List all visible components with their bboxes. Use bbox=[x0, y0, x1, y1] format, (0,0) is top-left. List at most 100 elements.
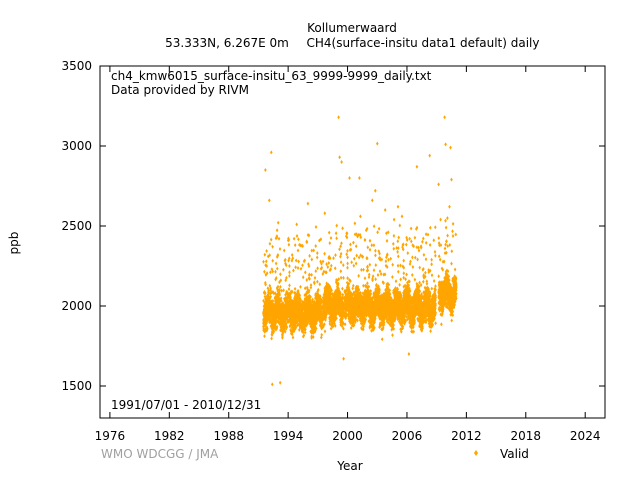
data-point bbox=[271, 309, 274, 314]
data-point bbox=[293, 243, 297, 248]
data-point bbox=[363, 276, 367, 281]
data-point bbox=[277, 236, 281, 241]
data-point bbox=[264, 280, 267, 285]
data-point bbox=[301, 329, 304, 334]
data-point bbox=[392, 233, 396, 238]
data-point bbox=[266, 326, 269, 331]
data-point bbox=[278, 247, 282, 251]
data-point bbox=[302, 333, 306, 338]
data-point bbox=[264, 272, 268, 277]
data-point bbox=[281, 333, 284, 338]
data-point bbox=[313, 275, 317, 280]
data-point bbox=[287, 242, 291, 247]
data-point bbox=[305, 278, 309, 282]
data-point bbox=[300, 303, 304, 308]
data-point bbox=[279, 298, 283, 303]
data-point bbox=[316, 266, 319, 271]
data-point bbox=[278, 288, 281, 293]
data-point bbox=[265, 264, 268, 268]
data-point bbox=[367, 272, 371, 277]
data-point bbox=[265, 320, 268, 325]
data-point bbox=[303, 286, 307, 291]
data-point bbox=[279, 272, 282, 277]
data-point bbox=[316, 251, 319, 256]
data-point bbox=[298, 242, 301, 247]
data-point bbox=[262, 298, 265, 303]
data-point bbox=[297, 315, 300, 320]
data-point bbox=[275, 324, 279, 329]
data-point bbox=[272, 330, 275, 335]
data-point bbox=[275, 234, 279, 239]
data-point bbox=[281, 323, 284, 328]
data-point bbox=[274, 327, 278, 332]
data-point bbox=[343, 322, 347, 327]
data-point bbox=[310, 272, 313, 277]
data-point bbox=[273, 291, 277, 296]
data-point bbox=[268, 283, 272, 288]
data-point bbox=[301, 244, 304, 249]
data-point bbox=[391, 262, 394, 267]
data-point bbox=[295, 292, 298, 297]
data-point bbox=[399, 277, 402, 282]
data-point bbox=[396, 249, 399, 254]
data-point bbox=[272, 329, 276, 334]
data-point bbox=[309, 283, 313, 288]
data-point bbox=[385, 238, 389, 243]
data-point bbox=[288, 256, 291, 261]
data-point bbox=[271, 244, 274, 249]
data-point bbox=[265, 310, 268, 315]
data-point bbox=[284, 257, 287, 262]
data-point bbox=[262, 324, 266, 329]
data-point bbox=[297, 237, 300, 242]
data-point bbox=[335, 223, 338, 228]
data-point bbox=[308, 272, 311, 277]
chart-subtitle-location: 53.333N, 6.267E 0m bbox=[165, 36, 289, 50]
data-point bbox=[303, 330, 307, 335]
data-point bbox=[283, 296, 286, 301]
data-point bbox=[287, 237, 291, 242]
data-point bbox=[303, 297, 307, 302]
data-point bbox=[357, 273, 360, 278]
data-point bbox=[302, 325, 306, 330]
data-point bbox=[279, 296, 283, 301]
data-point bbox=[270, 323, 273, 328]
data-point bbox=[276, 253, 280, 257]
data-point bbox=[363, 238, 367, 242]
data-point bbox=[294, 265, 297, 270]
data-point bbox=[285, 275, 288, 280]
data-point bbox=[297, 259, 300, 264]
data-point bbox=[301, 330, 305, 335]
data-point bbox=[384, 259, 388, 264]
data-point bbox=[271, 328, 275, 333]
data-point bbox=[294, 325, 298, 330]
data-point bbox=[276, 289, 280, 294]
data-point bbox=[265, 259, 268, 264]
data-point bbox=[264, 291, 267, 296]
data-point bbox=[291, 256, 295, 261]
data-point bbox=[285, 290, 289, 295]
data-point bbox=[374, 248, 377, 253]
data-point bbox=[274, 269, 277, 274]
data-point bbox=[287, 236, 290, 241]
data-point bbox=[276, 284, 280, 289]
data-point bbox=[295, 234, 299, 238]
data-point bbox=[366, 281, 369, 286]
data-point bbox=[296, 322, 300, 327]
chart-title: Kollumerwaard bbox=[307, 21, 397, 35]
data-point bbox=[332, 256, 335, 261]
data-point bbox=[276, 266, 279, 271]
data-point bbox=[293, 296, 296, 301]
data-point bbox=[376, 273, 380, 277]
data-point bbox=[301, 263, 304, 268]
data-point bbox=[272, 291, 276, 296]
data-point bbox=[269, 286, 272, 291]
data-point bbox=[285, 325, 289, 329]
data-point bbox=[262, 259, 265, 264]
data-point bbox=[283, 329, 287, 334]
data-point bbox=[290, 258, 294, 263]
data-point bbox=[279, 284, 282, 289]
data-point bbox=[281, 335, 284, 340]
data-point bbox=[291, 332, 294, 337]
data-point bbox=[353, 221, 357, 226]
data-point bbox=[271, 290, 275, 294]
